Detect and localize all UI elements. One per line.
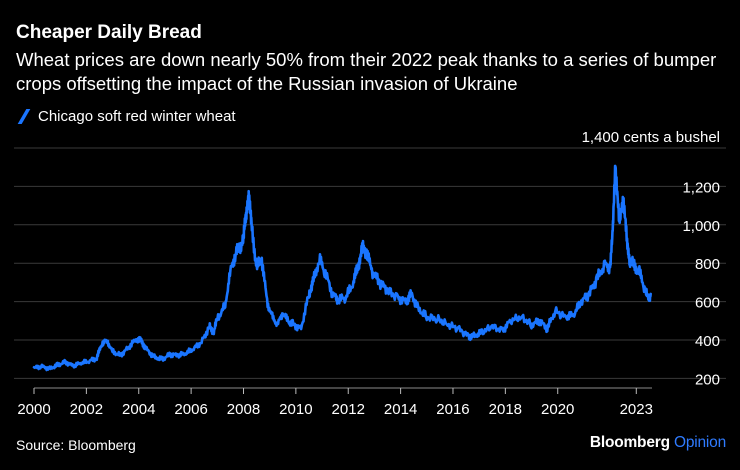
x-tick-label: 2006	[174, 401, 207, 418]
source-note: Source: Bloomberg	[16, 437, 136, 453]
chart-subtitle: Wheat prices are down nearly 50% from th…	[16, 49, 717, 94]
x-tick-label: 2000	[17, 401, 50, 418]
x-axis: 2000 2002 2004 2006 2008 2010 2012 2014 2016 2018…	[17, 387, 653, 418]
legend-label: Chicago soft red winter wheat	[38, 108, 236, 125]
y-unit-label: 1,400 cents a bushel	[582, 129, 720, 146]
y-tick-label: 400	[695, 333, 720, 350]
legend: Chicago soft red winter wheat	[16, 108, 236, 125]
x-tick-label: 2002	[70, 401, 103, 418]
line-chart: 200 400 600 800 1,000 1,200 1,400 cents a bush…	[14, 129, 726, 418]
x-tick-label: 2018	[489, 401, 522, 418]
series-layer	[32, 164, 653, 372]
x-tick-label: 2016	[436, 401, 469, 418]
y-tick-label: 800	[695, 256, 720, 273]
brand-logo: Bloomberg Opinion	[590, 434, 726, 452]
x-tick-label: 2008	[227, 401, 260, 418]
y-tick-label: 600	[695, 295, 720, 312]
chart-title: Cheaper Daily Bread	[16, 22, 202, 43]
x-tick-label: 2014	[384, 401, 417, 418]
y-axis: 200 400 600 800 1,000 1,200 1,400 cents a bush…	[582, 129, 720, 388]
brand-name: Bloomberg	[589, 434, 670, 451]
y-tick-label: 1,200	[682, 179, 720, 196]
x-tick-label: 2020	[541, 401, 574, 418]
y-tick-label: 1,000	[682, 218, 720, 235]
series-line-0	[32, 164, 653, 372]
x-tick-label: 2004	[122, 401, 155, 418]
x-tick-label: 2012	[332, 401, 365, 418]
x-tick-label: 2023	[620, 401, 653, 418]
x-tick-label: 2010	[279, 401, 312, 418]
y-tick-label: 200	[695, 371, 720, 388]
brand-suffix: Opinion	[673, 434, 726, 451]
